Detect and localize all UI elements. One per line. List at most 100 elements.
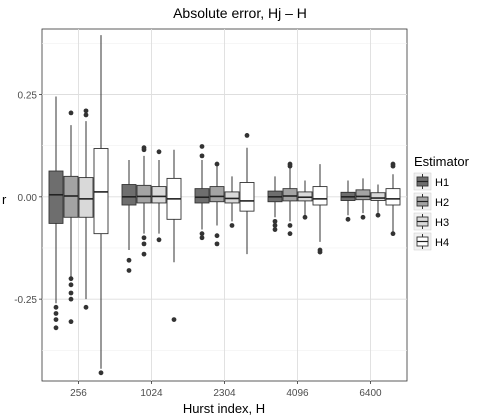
plot-panel	[41, 28, 408, 382]
outlier-point	[68, 110, 74, 116]
box-H3-4096	[297, 180, 313, 220]
outlier-point	[345, 216, 351, 222]
box-body	[136, 184, 152, 204]
legend: Estimator H1 H2 H3 H4	[413, 154, 470, 251]
box-H1-4096	[267, 176, 283, 232]
box-H2-2304	[209, 161, 225, 247]
box-H3-6400	[370, 184, 386, 218]
outlier-point	[53, 325, 59, 331]
box-H2-256	[63, 110, 79, 325]
box-body	[209, 186, 225, 203]
x-tick-label: 6400	[359, 388, 382, 399]
box-body	[282, 188, 298, 202]
box-H3-2304	[224, 176, 240, 228]
outlier-point	[272, 218, 278, 224]
outlier-point	[199, 235, 205, 241]
box-body	[63, 175, 79, 218]
outlier-point	[141, 235, 147, 241]
box-body	[297, 191, 313, 202]
box-H4-6400	[385, 161, 401, 237]
outlier-point	[98, 370, 104, 376]
outlier-point	[141, 251, 147, 257]
outlier-point	[317, 249, 323, 255]
box-H2-1024	[136, 145, 152, 257]
box-H3-256	[78, 108, 94, 310]
box-body	[355, 189, 371, 201]
outlier-point	[272, 227, 278, 232]
chart-title: Absolute error, Hj – H	[173, 5, 307, 21]
box-H4-4096	[312, 164, 328, 255]
box-body	[151, 186, 167, 204]
legend-key-H1	[413, 172, 432, 191]
box-body	[224, 191, 240, 204]
outlier-point	[214, 233, 220, 239]
outlier-point	[287, 231, 293, 237]
outlier-point	[68, 282, 74, 288]
outlier-point	[68, 290, 74, 296]
outlier-point	[287, 163, 293, 169]
outlier-point	[302, 214, 308, 220]
x-axis-label: Hurst index, H	[183, 401, 265, 416]
outlier-point	[156, 237, 162, 243]
outlier-point	[53, 317, 59, 323]
outlier-point	[141, 145, 147, 151]
y-axis: -0.25 0.00 0.25	[14, 90, 42, 306]
box-H1-6400	[340, 180, 356, 222]
legend-title: Estimator	[414, 154, 470, 169]
legend-label-H3: H3	[435, 217, 449, 229]
x-tick-label: 256	[70, 388, 87, 399]
box-H1-256	[48, 96, 64, 331]
outlier-point	[199, 144, 205, 149]
outlier-point	[68, 276, 74, 282]
outlier-point	[375, 212, 381, 218]
box-body	[93, 148, 109, 235]
y-tick-label: 0.00	[18, 193, 38, 204]
y-tick-label: -0.25	[14, 295, 37, 306]
x-tick-label: 1024	[140, 388, 163, 399]
outlier-point	[126, 257, 132, 263]
box-body	[370, 192, 386, 201]
outlier-point	[68, 296, 74, 302]
outlier-point	[83, 112, 89, 118]
box-body	[194, 188, 210, 204]
outlier-point	[390, 163, 396, 169]
outlier-point	[83, 304, 89, 310]
box-body	[48, 170, 64, 224]
outlier-point	[83, 108, 89, 114]
y-tick-label: 0.25	[18, 90, 38, 101]
x-tick-label: 2304	[213, 388, 236, 399]
legend-key-H3	[413, 212, 432, 231]
boxplot-marks	[48, 35, 401, 376]
legend-key-H2	[413, 192, 432, 211]
outlier-point	[126, 268, 132, 273]
box-H4-1024	[166, 149, 182, 323]
legend-label-H4: H4	[435, 237, 449, 249]
outlier-point	[244, 133, 250, 138]
box-body	[239, 182, 255, 212]
box-H2-4096	[282, 161, 298, 237]
box-H1-2304	[194, 144, 210, 241]
box-H2-6400	[355, 178, 371, 220]
box-body	[78, 177, 94, 218]
legend-label-H1: H1	[435, 177, 449, 189]
box-body	[312, 186, 328, 206]
outlier-point	[214, 161, 220, 167]
box-body	[121, 184, 137, 206]
outlier-point	[360, 214, 366, 220]
y-axis-label: r	[2, 192, 7, 207]
outlier-point	[214, 241, 220, 247]
outlier-point	[199, 231, 205, 237]
outlier-point	[68, 319, 74, 325]
outlier-point	[287, 223, 293, 228]
outlier-point	[272, 223, 278, 228]
outlier-point	[199, 153, 205, 159]
outlier-point	[171, 317, 177, 323]
outlier-point	[390, 231, 396, 237]
outlier-point	[53, 304, 59, 310]
box-H3-1024	[151, 149, 167, 243]
outlier-point	[141, 241, 147, 247]
box-H4-256	[93, 35, 109, 376]
outlier-point	[229, 223, 235, 228]
box-H4-2304	[239, 133, 255, 255]
